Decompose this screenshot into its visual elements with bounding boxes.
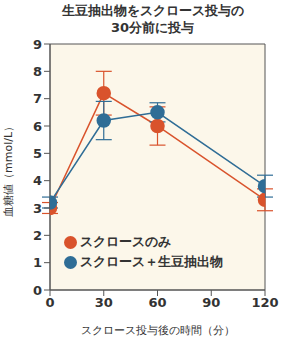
svg-text:スクロース投与後の時間（分）: スクロース投与後の時間（分） [81, 324, 235, 337]
svg-text:5: 5 [33, 146, 42, 161]
svg-text:60: 60 [148, 295, 166, 310]
svg-text:120: 120 [251, 295, 278, 310]
svg-text:90: 90 [202, 295, 220, 310]
svg-text:血糖値（mmol/L）: 血糖値（mmol/L） [8, 121, 15, 217]
svg-text:9: 9 [33, 37, 42, 52]
html-text:30分前に投与: 30分前に投与 [111, 20, 194, 35]
svg-text:30: 30 [95, 295, 113, 310]
svg-text:7: 7 [33, 91, 42, 106]
html-text:スクロース＋生豆抽出物: スクロース＋生豆抽出物 [80, 253, 223, 269]
svg-text:8: 8 [33, 64, 42, 79]
svg-text:0: 0 [33, 283, 42, 298]
svg-text:2: 2 [33, 228, 42, 243]
svg-text:4: 4 [33, 173, 42, 188]
svg-text:3: 3 [33, 201, 42, 216]
svg-text:1: 1 [33, 255, 42, 270]
svg-text:6: 6 [33, 119, 42, 134]
html-text:スクロースのみ: スクロースのみ [80, 233, 171, 249]
html-text:生豆抽出物をスクロース投与の: 生豆抽出物をスクロース投与の [61, 3, 244, 18]
svg-text:0: 0 [45, 295, 54, 310]
